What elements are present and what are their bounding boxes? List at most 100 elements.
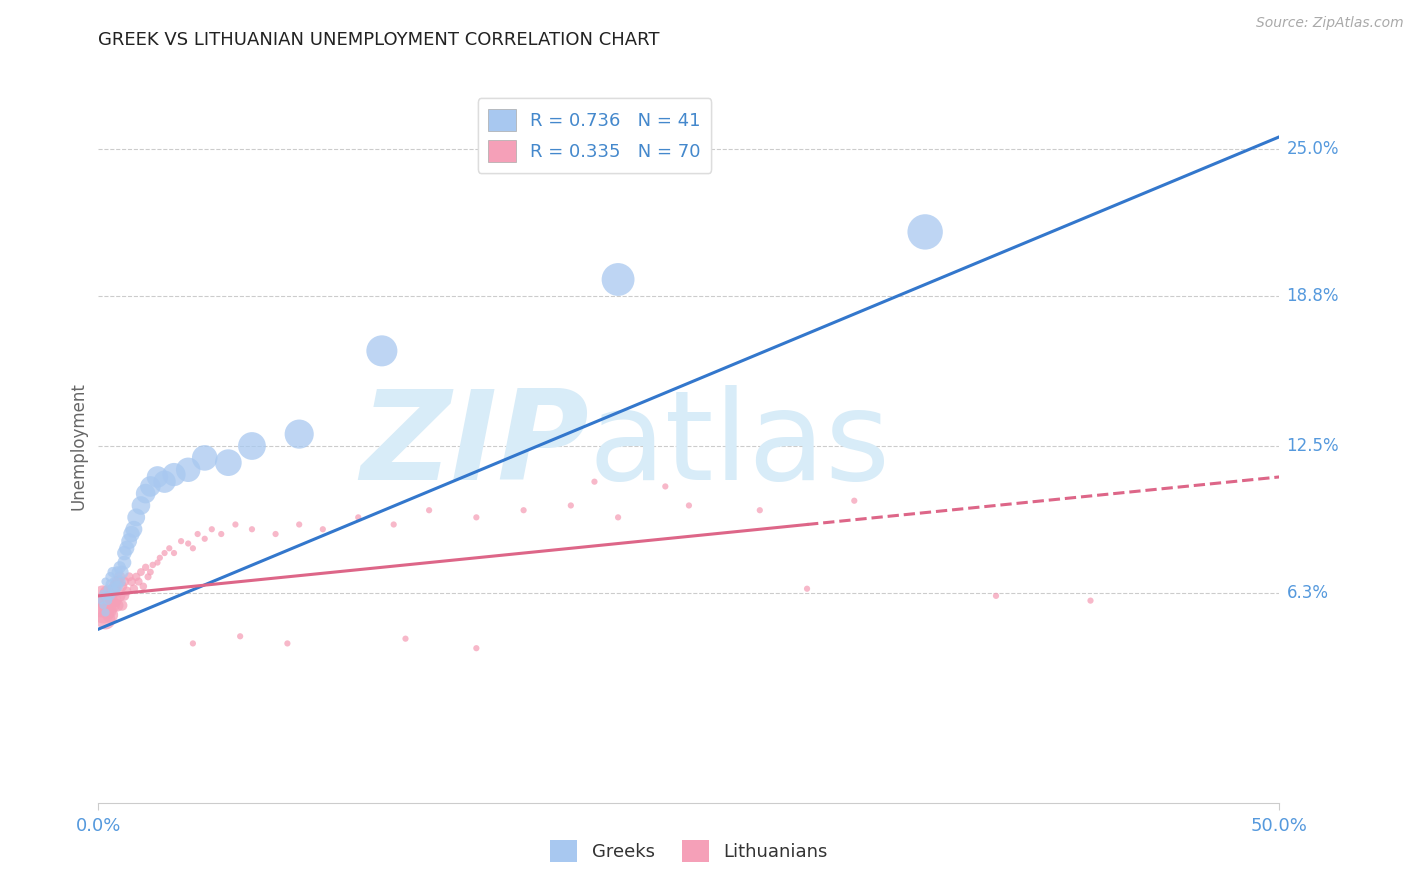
Point <box>108 570 131 584</box>
Point <box>125 510 148 524</box>
Point <box>101 584 124 599</box>
Point <box>118 534 141 549</box>
Point <box>98 593 121 607</box>
Point <box>748 503 770 517</box>
Legend: Greeks, Lithuanians: Greeks, Lithuanians <box>543 833 835 870</box>
Y-axis label: Unemployment: Unemployment <box>69 382 87 510</box>
Point <box>187 527 209 541</box>
Point <box>153 546 176 560</box>
Text: atlas: atlas <box>589 385 890 507</box>
Point <box>98 607 121 622</box>
Point <box>111 599 134 613</box>
Point <box>607 510 630 524</box>
Point <box>104 584 127 599</box>
Point <box>101 582 124 596</box>
Point <box>914 225 936 239</box>
Point <box>984 589 1007 603</box>
Point <box>111 579 134 593</box>
Point <box>118 570 141 584</box>
Point <box>139 479 162 493</box>
Point <box>560 499 582 513</box>
Point <box>104 579 127 593</box>
Point <box>163 467 186 482</box>
Point <box>98 577 121 591</box>
Point <box>94 606 117 620</box>
Point <box>347 510 370 524</box>
Point <box>146 556 169 570</box>
Point <box>91 586 114 600</box>
Point <box>136 570 159 584</box>
Point <box>465 510 488 524</box>
Point <box>654 479 676 493</box>
Point <box>121 574 143 589</box>
Point <box>101 599 124 613</box>
Point <box>108 560 131 574</box>
Text: ZIP: ZIP <box>360 385 589 507</box>
Point <box>512 503 534 517</box>
Point <box>115 584 138 599</box>
Point <box>217 456 239 470</box>
Point <box>177 536 200 550</box>
Point <box>146 470 169 484</box>
Point <box>97 593 120 607</box>
Point <box>153 475 176 489</box>
Point <box>135 486 157 500</box>
Point <box>796 582 818 596</box>
Point <box>108 574 131 589</box>
Point <box>97 603 120 617</box>
Point <box>125 570 148 584</box>
Point <box>264 527 287 541</box>
Point <box>108 589 131 603</box>
Point <box>115 541 138 556</box>
Point <box>607 272 630 286</box>
Point <box>288 427 311 442</box>
Point <box>91 599 114 613</box>
Point <box>104 593 127 607</box>
Point <box>209 527 232 541</box>
Point <box>94 574 117 589</box>
Legend: R = 0.736   N = 41, R = 0.335   N = 70: R = 0.736 N = 41, R = 0.335 N = 70 <box>478 98 711 173</box>
Point <box>94 589 117 603</box>
Point <box>170 534 193 549</box>
Point <box>98 570 121 584</box>
Point <box>240 522 263 536</box>
Point <box>97 582 120 596</box>
Point <box>91 589 114 603</box>
Point <box>132 579 155 593</box>
Point <box>139 565 162 579</box>
Point <box>122 522 145 536</box>
Point <box>224 517 246 532</box>
Point <box>163 546 186 560</box>
Point <box>98 589 121 603</box>
Point <box>111 565 134 579</box>
Point <box>129 565 152 579</box>
Point <box>112 556 135 570</box>
Point <box>105 599 128 613</box>
Point <box>194 450 217 465</box>
Point <box>105 574 128 589</box>
Point <box>371 343 394 358</box>
Point <box>112 589 135 603</box>
Point <box>112 546 135 560</box>
Point <box>90 593 112 607</box>
Point <box>121 527 143 541</box>
Point <box>240 439 263 453</box>
Point <box>229 629 252 643</box>
Point <box>94 613 117 627</box>
Point <box>128 574 150 589</box>
Text: 12.5%: 12.5% <box>1286 437 1339 455</box>
Point <box>583 475 606 489</box>
Text: GREEK VS LITHUANIAN UNEMPLOYMENT CORRELATION CHART: GREEK VS LITHUANIAN UNEMPLOYMENT CORRELA… <box>98 31 659 49</box>
Point <box>201 522 224 536</box>
Point <box>276 636 298 650</box>
Point <box>129 499 152 513</box>
Point <box>157 541 180 556</box>
Point <box>394 632 416 646</box>
Point <box>194 532 217 546</box>
Point <box>1080 593 1102 607</box>
Point <box>122 582 145 596</box>
Point <box>112 574 135 589</box>
Point <box>382 517 405 532</box>
Point <box>101 565 124 579</box>
Point <box>142 558 165 572</box>
